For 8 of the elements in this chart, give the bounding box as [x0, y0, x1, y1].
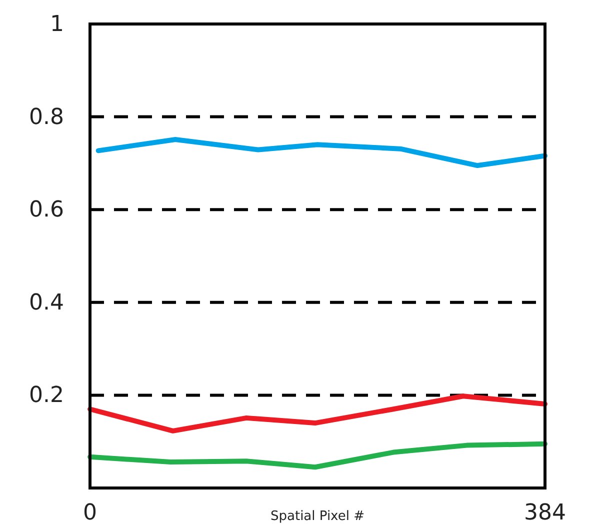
x-axis-title: Spatial Pixel # — [270, 509, 364, 524]
y-tick-label: 0.6 — [29, 198, 64, 223]
x-tick-label: 0 — [83, 500, 97, 526]
y-tick-label: 1 — [50, 12, 64, 38]
y-tick-label: 0.2 — [29, 383, 64, 408]
x-tick-label: 384 — [524, 500, 566, 526]
y-tick-label: 0.4 — [29, 290, 64, 316]
y-tick-label: 0.8 — [29, 104, 64, 130]
